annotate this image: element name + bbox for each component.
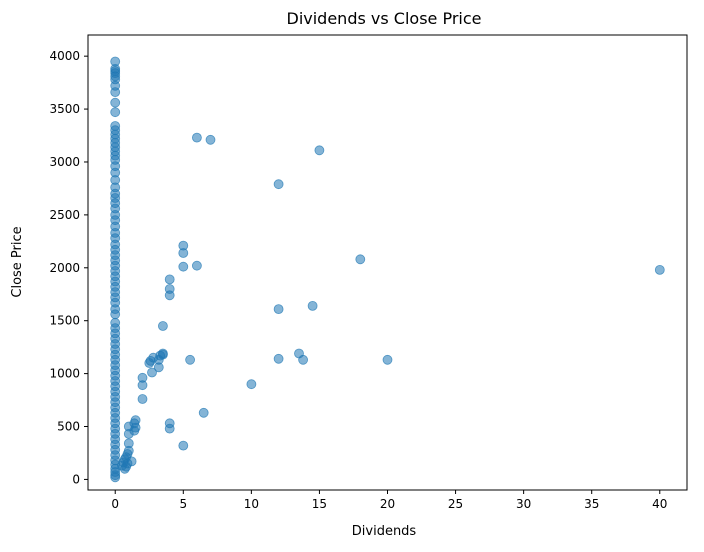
y-tick-label: 3000 bbox=[49, 155, 80, 169]
data-point bbox=[110, 472, 121, 483]
y-tick-label: 2000 bbox=[49, 261, 80, 275]
data-point bbox=[164, 284, 175, 294]
data-point bbox=[110, 107, 121, 118]
y-tick-label: 3500 bbox=[49, 102, 80, 116]
x-axis-label: Dividends bbox=[352, 524, 417, 539]
data-point bbox=[198, 407, 209, 418]
x-tick-label: 0 bbox=[111, 497, 119, 511]
data-point bbox=[164, 274, 175, 285]
y-tick-label: 1000 bbox=[49, 367, 80, 381]
data-point bbox=[123, 438, 134, 449]
data-point bbox=[355, 254, 366, 265]
plot-frame bbox=[87, 34, 688, 491]
data-point bbox=[137, 394, 148, 404]
data-point bbox=[191, 260, 202, 271]
x-tick-label: 30 bbox=[516, 497, 531, 511]
data-point bbox=[298, 354, 309, 365]
y-tick-label: 1500 bbox=[49, 314, 80, 328]
data-point bbox=[126, 456, 137, 467]
x-axis-ticks: 0 5 10 15 20 25 30 35 40 bbox=[111, 490, 667, 511]
data-point bbox=[178, 240, 189, 251]
data-point bbox=[178, 261, 189, 272]
data-point bbox=[129, 418, 140, 429]
x-tick-label: 15 bbox=[312, 497, 327, 511]
data-point bbox=[273, 304, 284, 315]
data-point bbox=[164, 418, 175, 429]
x-tick-label: 35 bbox=[584, 497, 599, 511]
data-point bbox=[110, 309, 121, 320]
data-point bbox=[110, 97, 121, 108]
data-point bbox=[246, 379, 257, 390]
y-tick-label: 500 bbox=[57, 420, 80, 434]
x-tick-label: 10 bbox=[244, 497, 259, 511]
data-point bbox=[147, 367, 157, 378]
x-tick-label: 20 bbox=[380, 497, 395, 511]
x-tick-label: 25 bbox=[448, 497, 463, 511]
data-point bbox=[157, 321, 168, 331]
y-axis-label: Close Price bbox=[10, 226, 25, 297]
data-point bbox=[205, 134, 216, 145]
x-tick-label: 40 bbox=[652, 497, 667, 511]
data-points bbox=[110, 56, 665, 483]
y-axis-ticks: 0 500 1000 1500 2000 2500 3000 3500 4000 bbox=[49, 49, 88, 486]
data-point bbox=[654, 264, 665, 275]
data-point bbox=[382, 354, 393, 365]
y-tick-label: 2500 bbox=[49, 208, 80, 222]
y-tick-label: 0 bbox=[72, 472, 80, 486]
data-point bbox=[110, 87, 121, 97]
data-point bbox=[307, 300, 318, 311]
x-tick-label: 5 bbox=[179, 497, 187, 511]
data-point bbox=[273, 179, 284, 190]
data-point bbox=[191, 132, 202, 143]
data-point bbox=[314, 145, 325, 156]
data-point bbox=[185, 354, 196, 365]
data-point bbox=[178, 440, 189, 451]
y-tick-label: 4000 bbox=[49, 49, 80, 63]
data-point bbox=[157, 349, 168, 360]
data-point bbox=[273, 353, 284, 364]
data-point bbox=[137, 372, 148, 383]
chart-title: Dividends vs Close Price bbox=[287, 9, 482, 28]
